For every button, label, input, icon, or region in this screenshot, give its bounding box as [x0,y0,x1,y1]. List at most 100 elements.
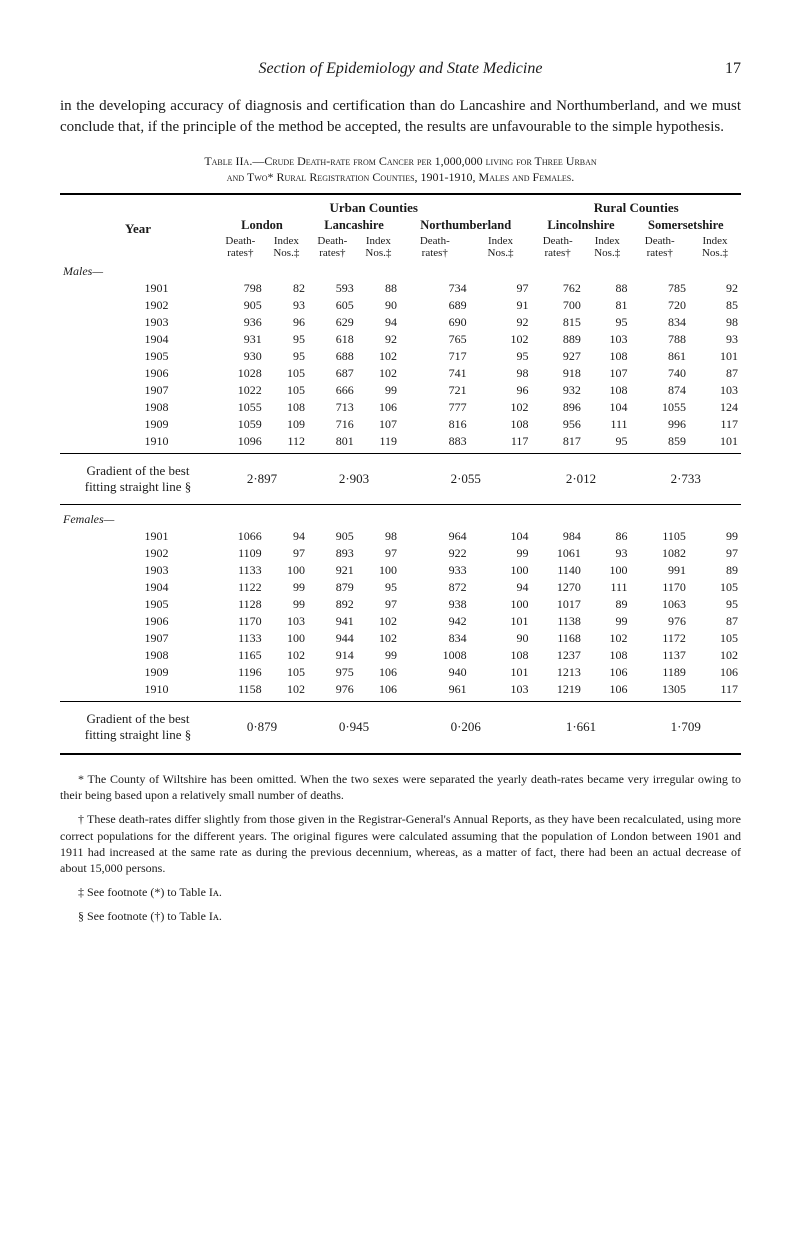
table-row: 190610281056871027419891810774087 [60,365,741,382]
data-cell: 102 [470,331,532,348]
rule-mid-3 [60,701,741,702]
gradient-label-females: Gradient of the best fitting straight li… [60,705,216,749]
sub-index-1: IndexNos.‡ [265,234,308,260]
data-cell: 100 [470,562,532,579]
data-cell: 1133 [216,630,265,647]
data-cell: 933 [400,562,470,579]
region-somersetshire: Somersetshire [631,217,741,234]
data-cell: 777 [400,399,470,416]
data-cell: 99 [689,528,741,545]
data-cell: 1270 [531,579,583,596]
data-cell: 1170 [631,579,689,596]
data-cell: 1055 [216,399,265,416]
year-cell: 1902 [60,297,216,314]
table-row: 1904112299879958729412701111170105 [60,579,741,596]
data-cell: 930 [216,348,265,365]
data-cell: 975 [308,664,357,681]
data-cell: 874 [631,382,689,399]
data-cell: 605 [308,297,357,314]
data-cell: 932 [531,382,583,399]
data-cell: 700 [531,297,583,314]
data-cell: 815 [531,314,583,331]
data-cell: 1109 [216,545,265,562]
year-cell: 1906 [60,365,216,382]
data-cell: 1219 [531,681,583,698]
males-gradient-lincs: 2·012 [531,457,630,501]
caption-line-1: Table IIa.—Crude Death-rate from Cancer … [204,154,596,168]
data-cell: 88 [357,280,400,297]
data-cell: 97 [689,545,741,562]
data-cell: 666 [308,382,357,399]
data-cell: 82 [265,280,308,297]
data-cell: 93 [689,331,741,348]
data-cell: 740 [631,365,689,382]
data-cell: 100 [265,562,308,579]
data-cell: 108 [470,416,532,433]
data-cell: 717 [400,348,470,365]
data-cell: 687 [308,365,357,382]
data-cell: 102 [470,399,532,416]
data-cell: 94 [470,579,532,596]
data-cell: 1305 [631,681,689,698]
header-row-group: Year Urban Counties Rural Counties [60,199,741,217]
data-cell: 964 [400,528,470,545]
table-row: 190810551087131067771028961041055124 [60,399,741,416]
urban-header: Urban Counties [216,199,531,217]
data-cell: 101 [470,613,532,630]
rule-top [60,193,741,195]
data-cell: 105 [689,630,741,647]
sub-index-5: IndexNos.‡ [689,234,741,260]
data-cell: 108 [584,647,631,664]
running-head-text: Section of Epidemiology and State Medici… [259,60,543,77]
data-cell: 914 [308,647,357,664]
year-cell: 1910 [60,681,216,698]
data-cell: 883 [400,433,470,450]
females-gradient-lancs: 0·945 [308,705,400,749]
males-gradient-somerset: 2·733 [631,457,741,501]
data-cell: 106 [357,664,400,681]
data-cell: 1189 [631,664,689,681]
sub-death-1: Death-rates† [216,234,265,260]
data-cell: 976 [308,681,357,698]
data-cell: 108 [584,348,631,365]
data-cell: 100 [584,562,631,579]
sub-death-2: Death-rates† [308,234,357,260]
region-london: London [216,217,308,234]
data-cell: 872 [400,579,470,596]
data-cell: 107 [584,365,631,382]
data-cell: 1066 [216,528,265,545]
year-cell: 1907 [60,630,216,647]
data-cell: 834 [400,630,470,647]
data-cell: 111 [584,416,631,433]
data-cell: 1138 [531,613,583,630]
data-cell: 1170 [216,613,265,630]
data-cell: 104 [584,399,631,416]
data-cell: 1061 [531,545,583,562]
data-cell: 1137 [631,647,689,664]
data-cell: 86 [584,528,631,545]
data-cell: 889 [531,331,583,348]
year-cell: 1909 [60,416,216,433]
data-cell: 956 [531,416,583,433]
data-cell: 861 [631,348,689,365]
data-cell: 95 [357,579,400,596]
males-gradient-body: Gradient of the best fitting straight li… [60,450,741,508]
data-cell: 593 [308,280,357,297]
data-cell: 741 [400,365,470,382]
section-label: Males— [60,260,741,280]
data-cell: 95 [584,433,631,450]
data-cell: 1133 [216,562,265,579]
data-cell: 95 [689,596,741,613]
data-cell: 81 [584,297,631,314]
rule-bottom [60,753,741,755]
data-cell: 94 [265,528,308,545]
year-cell: 1901 [60,280,216,297]
year-cell: 1907 [60,382,216,399]
males-body: Males—1901798825938873497762887859219029… [60,260,741,450]
data-cell: 879 [308,579,357,596]
year-cell: 1902 [60,545,216,562]
table-row: 190711331009441028349011681021172105 [60,630,741,647]
table-row: 19091059109716107816108956111996117 [60,416,741,433]
year-cell: 1908 [60,399,216,416]
data-cell: 918 [531,365,583,382]
